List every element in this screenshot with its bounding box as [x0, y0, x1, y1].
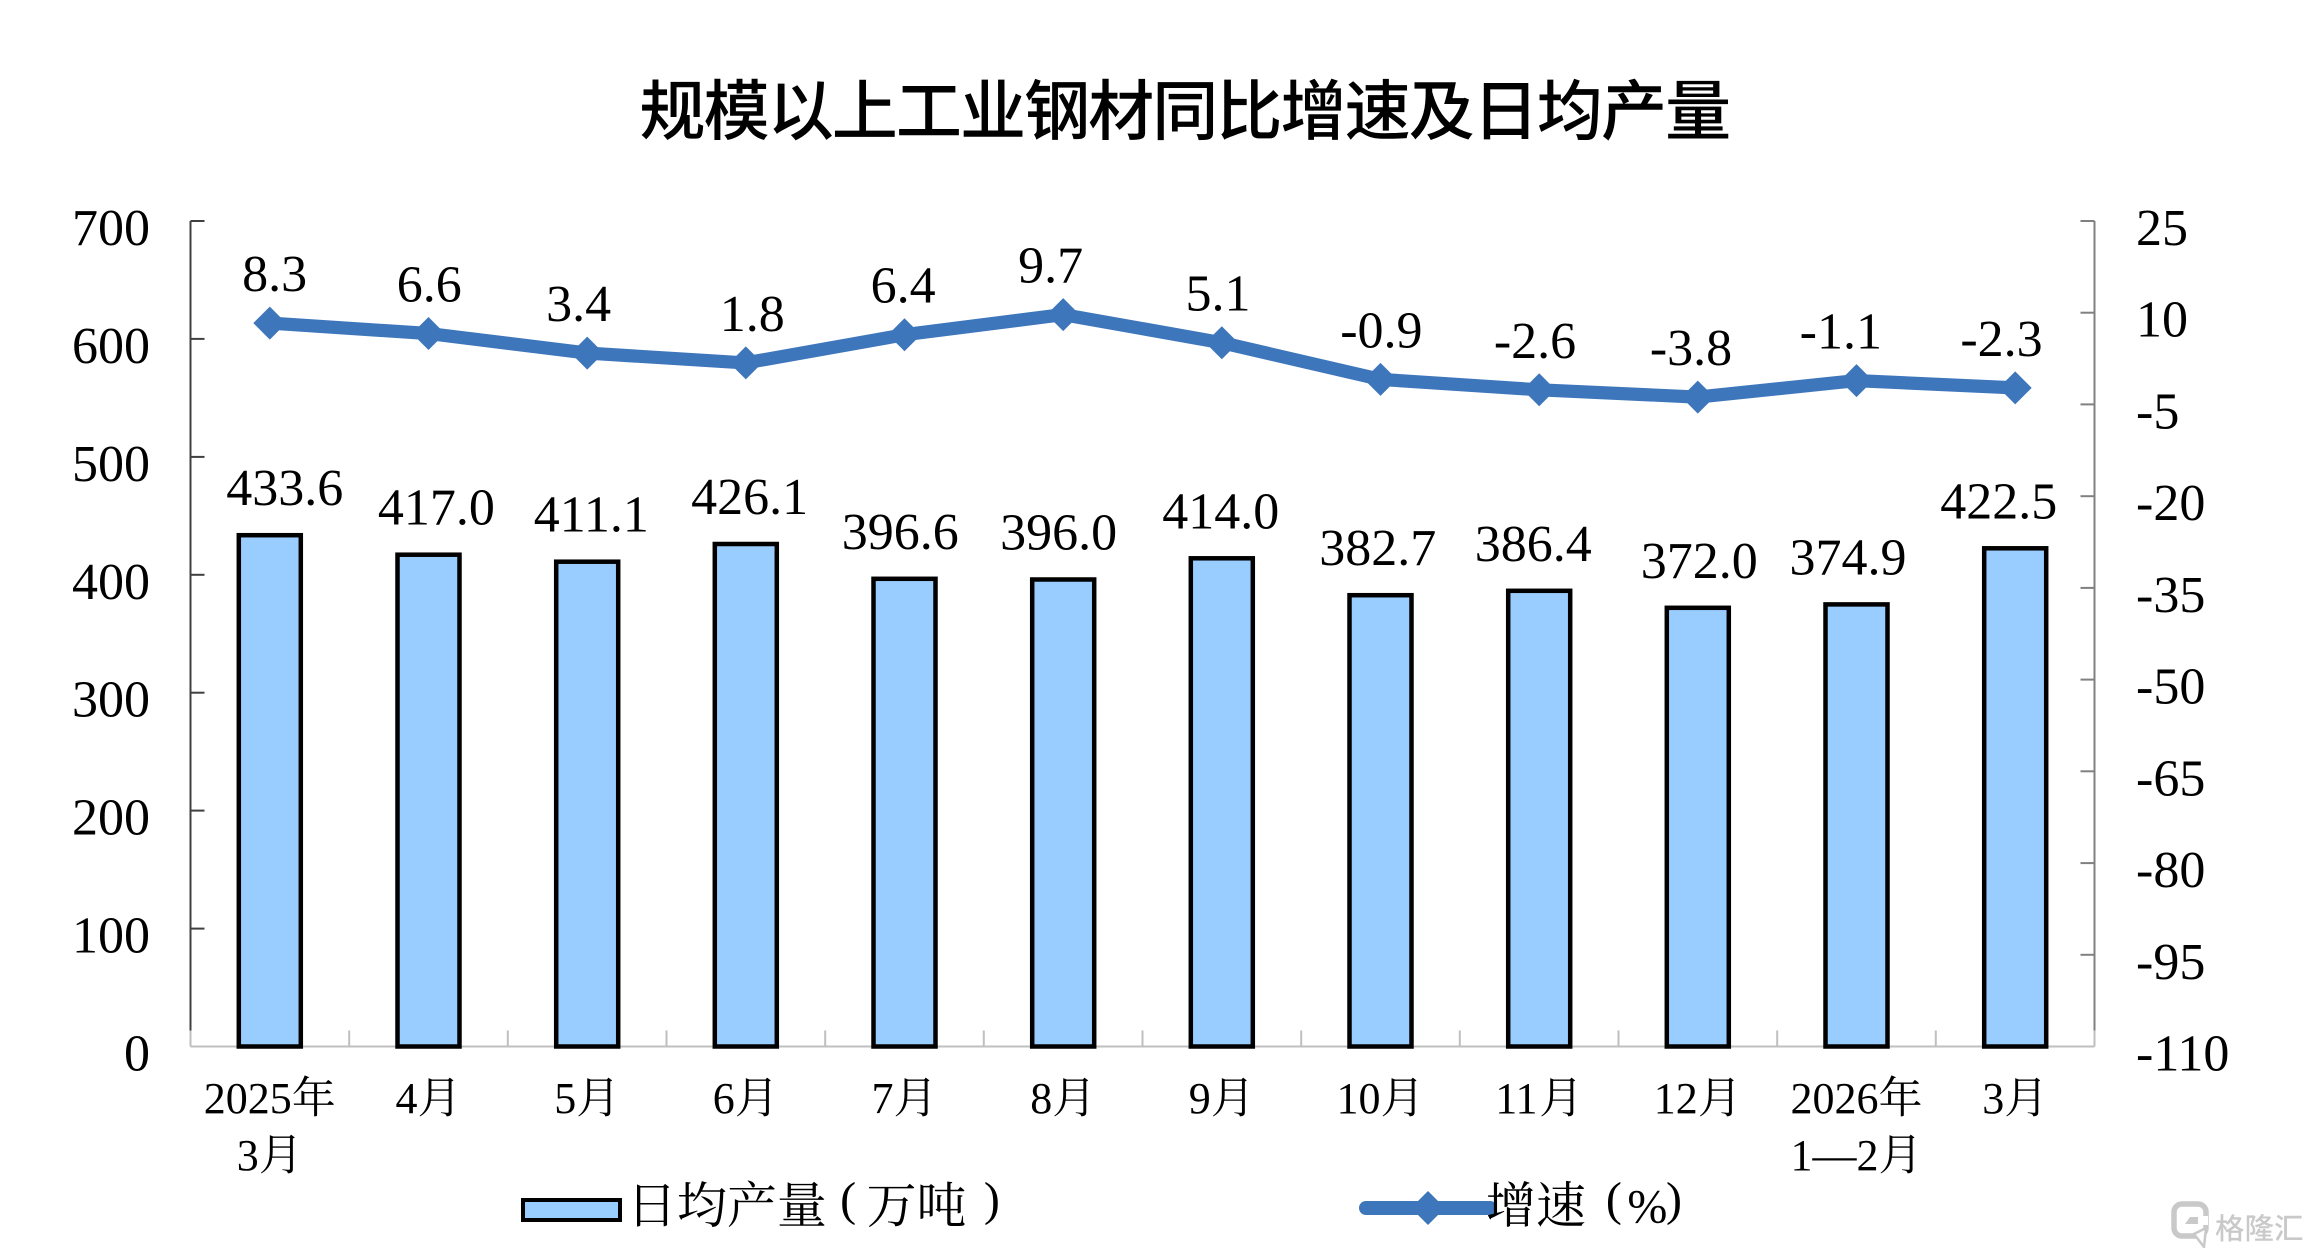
svg-text:426.1: 426.1: [691, 469, 808, 526]
svg-text:7: 7: [872, 1074, 894, 1123]
svg-text:%: %: [1627, 1180, 1667, 1233]
svg-text:4: 4: [396, 1074, 418, 1123]
svg-text:2026: 2026: [1791, 1074, 1879, 1123]
svg-text:25: 25: [2136, 200, 2188, 257]
svg-text:8: 8: [1030, 1074, 1052, 1123]
svg-text:374.9: 374.9: [1790, 529, 1907, 586]
svg-text:-2.3: -2.3: [1960, 311, 2042, 368]
svg-text:5.1: 5.1: [1186, 266, 1251, 323]
svg-text:500: 500: [72, 436, 150, 493]
svg-text:(: (: [840, 1173, 856, 1226]
svg-text:(: (: [1606, 1173, 1622, 1226]
svg-text:5: 5: [554, 1074, 576, 1123]
svg-text:1—2: 1—2: [1791, 1131, 1879, 1180]
svg-text:396.6: 396.6: [842, 504, 959, 561]
svg-text:-110: -110: [2136, 1026, 2229, 1083]
svg-text:8.3: 8.3: [242, 246, 307, 303]
svg-text:100: 100: [72, 908, 150, 965]
svg-text:417.0: 417.0: [378, 480, 495, 537]
svg-text:300: 300: [72, 672, 150, 729]
svg-text:-35: -35: [2136, 567, 2205, 624]
svg-text:0: 0: [124, 1026, 150, 1083]
svg-text:-5: -5: [2136, 383, 2179, 440]
svg-text:414.0: 414.0: [1162, 483, 1279, 540]
svg-text:3.4: 3.4: [546, 276, 611, 333]
svg-text:382.7: 382.7: [1319, 520, 1436, 577]
svg-text:-1.1: -1.1: [1800, 304, 1882, 361]
svg-text:396.0: 396.0: [1000, 505, 1117, 562]
svg-text:386.4: 386.4: [1475, 516, 1592, 573]
svg-text:1.8: 1.8: [720, 286, 785, 343]
svg-text:10: 10: [1337, 1074, 1381, 1123]
svg-text:): ): [984, 1173, 1000, 1226]
svg-text:): ): [1666, 1173, 1682, 1226]
svg-text:400: 400: [72, 554, 150, 611]
svg-text:433.6: 433.6: [226, 460, 343, 517]
svg-text:9: 9: [1189, 1074, 1211, 1123]
svg-text:10: 10: [2136, 292, 2188, 349]
svg-text:-50: -50: [2136, 659, 2205, 716]
svg-text:372.0: 372.0: [1641, 533, 1758, 590]
svg-text:200: 200: [72, 790, 150, 847]
svg-text:3: 3: [1982, 1074, 2004, 1123]
svg-text:-95: -95: [2136, 934, 2205, 991]
svg-text:2025: 2025: [204, 1074, 292, 1123]
svg-text:6.4: 6.4: [871, 258, 936, 315]
svg-text:-20: -20: [2136, 475, 2205, 532]
svg-text:600: 600: [72, 318, 150, 375]
svg-text:-0.9: -0.9: [1340, 302, 1422, 359]
svg-text:-65: -65: [2136, 750, 2205, 807]
svg-text:3: 3: [237, 1131, 259, 1180]
svg-text:6: 6: [713, 1074, 735, 1123]
svg-text:422.5: 422.5: [1940, 473, 2057, 530]
svg-text:11: 11: [1495, 1074, 1537, 1123]
svg-text:-80: -80: [2136, 842, 2205, 899]
svg-text:411.1: 411.1: [534, 487, 649, 544]
svg-text:12: 12: [1654, 1074, 1698, 1123]
svg-text:700: 700: [72, 200, 150, 257]
svg-text:-3.8: -3.8: [1650, 320, 1732, 377]
svg-text:-2.6: -2.6: [1494, 313, 1576, 370]
svg-text:9.7: 9.7: [1018, 238, 1083, 295]
svg-text:6.6: 6.6: [397, 257, 462, 314]
